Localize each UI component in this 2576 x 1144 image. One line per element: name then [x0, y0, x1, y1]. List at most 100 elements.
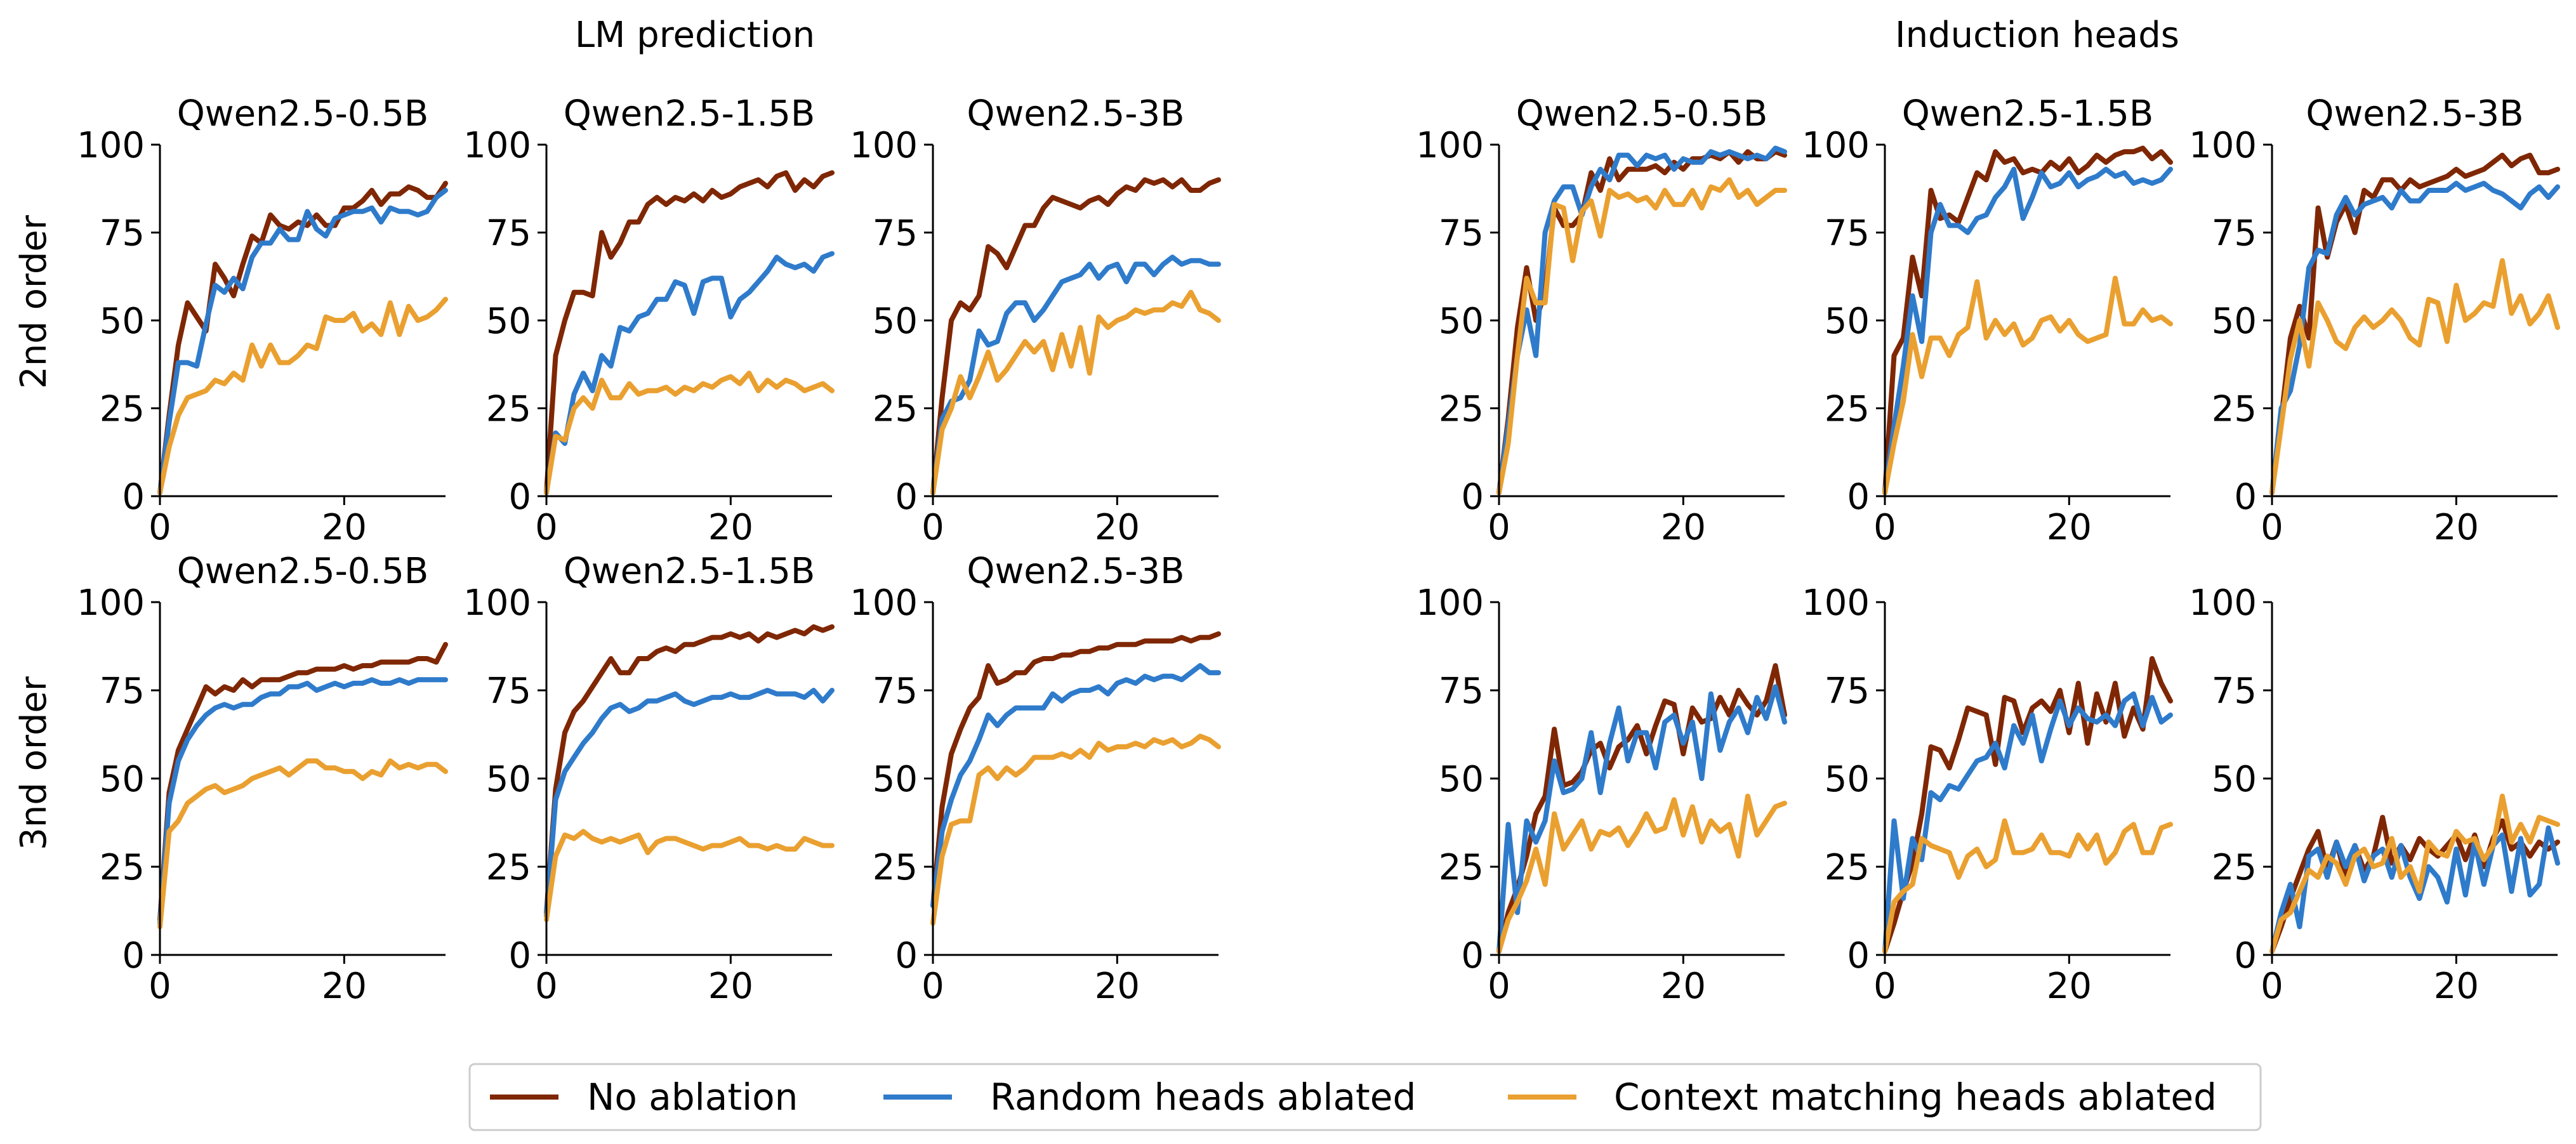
panel-title: Qwen2.5-3B	[967, 551, 1184, 592]
series-line-random-heads-ablated	[1496, 684, 1787, 954]
series-line-context-matching-heads-ablated	[544, 829, 835, 923]
panel-induction-heads-2nd-order-1: Qwen2.5-0.5B 0 25 50 75 100 0 20	[1416, 93, 1787, 548]
y-tick-label: 25	[873, 389, 918, 430]
series-line-no-ablation	[1882, 656, 2173, 954]
legend-label-random-heads-ablated: Random heads ablated	[990, 1075, 1416, 1119]
x-tick-label: 0	[1488, 966, 1510, 1007]
series-line-context-matching-heads-ablated	[2269, 793, 2560, 954]
panel-lm-prediction-2nd-order-3: Qwen2.5-3B 0 25 50 75 100 0 20	[850, 93, 1221, 548]
legend-label-no-ablation: No ablation	[587, 1075, 798, 1119]
x-tick-label: 0	[1488, 507, 1510, 548]
legend-label-context-matching-heads-ablated: Context matching heads ablated	[1614, 1075, 2217, 1119]
row-label-3nd-order: 3nd order	[13, 676, 55, 850]
x-tick-label: 0	[1873, 966, 1896, 1007]
x-tick-label: 0	[149, 507, 171, 548]
x-tick-label: 0	[921, 507, 944, 548]
y-tick-label: 100	[1416, 582, 1484, 624]
y-tick-label: 100	[77, 582, 145, 624]
y-tick-label: 25	[1439, 847, 1484, 888]
y-tick-label: 25	[1439, 389, 1484, 430]
y-tick-label: 25	[100, 389, 145, 430]
panel-induction-heads-2nd-order-3: Qwen2.5-3B 0 25 50 75 100 0 20	[2189, 93, 2560, 548]
panel-lm-prediction-2nd-order-1: Qwen2.5-0.5B 0 25 50 75 100 0 20	[77, 93, 448, 548]
y-tick-label: 50	[100, 759, 145, 800]
series-line-random-heads-ablated	[157, 677, 448, 926]
panel-lm-prediction-3nd-order-3: Qwen2.5-3B 0 25 50 75 100 0 20	[850, 551, 1221, 1007]
series-line-context-matching-heads-ablated	[544, 371, 835, 496]
y-tick-label: 0	[1847, 477, 1870, 518]
series-line-no-ablation	[157, 641, 448, 923]
series-line-random-heads-ablated	[544, 251, 835, 496]
y-tick-label: 100	[463, 125, 531, 166]
y-tick-label: 50	[2212, 759, 2257, 800]
x-tick-label: 0	[2261, 507, 2283, 548]
x-tick-label: 20	[1095, 966, 1140, 1007]
y-tick-label: 75	[1439, 213, 1484, 254]
row-label-2nd-order: 2nd order	[13, 214, 55, 389]
legend: No ablation Random heads ablated Context…	[468, 1063, 2262, 1131]
series-line-random-heads-ablated	[930, 663, 1221, 909]
x-tick-label: 20	[708, 507, 753, 548]
y-tick-label: 25	[100, 847, 145, 888]
y-tick-label: 100	[2189, 125, 2257, 166]
panel-title: Qwen2.5-1.5B	[564, 551, 816, 592]
series-line-random-heads-ablated	[544, 688, 835, 919]
panel-title: Qwen2.5-1.5B	[564, 93, 816, 135]
y-tick-label: 100	[2189, 582, 2257, 624]
y-tick-label: 0	[2234, 935, 2257, 976]
panel-induction-heads-2nd-order-2: Qwen2.5-1.5B 0 25 50 75 100 0 20	[1802, 93, 2173, 548]
x-tick-label: 20	[1661, 966, 1706, 1007]
series-line-no-ablation	[2269, 152, 2560, 496]
x-tick-label: 20	[708, 966, 753, 1007]
series-line-no-ablation	[544, 170, 835, 496]
series-line-random-heads-ablated	[1496, 145, 1787, 496]
panel-lm-prediction-3nd-order-1: Qwen2.5-0.5B 0 25 50 75 100 0 20	[77, 551, 448, 1007]
y-tick-label: 25	[1825, 389, 1870, 430]
y-tick-label: 100	[1802, 582, 1870, 624]
y-tick-label: 25	[486, 389, 531, 430]
series-line-no-ablation	[1496, 663, 1787, 954]
y-tick-label: 0	[1461, 477, 1484, 518]
series-line-context-matching-heads-ablated	[1496, 177, 1787, 496]
y-tick-label: 100	[850, 125, 918, 166]
y-tick-label: 25	[1825, 847, 1870, 888]
panel-title: Qwen2.5-0.5B	[177, 93, 429, 135]
y-tick-label: 100	[77, 125, 145, 166]
panel-title: Qwen2.5-1.5B	[1902, 93, 2154, 135]
y-tick-label: 0	[122, 935, 145, 976]
series-line-random-heads-ablated	[2269, 825, 2560, 954]
y-tick-label: 100	[1802, 125, 1870, 166]
y-tick-label: 50	[486, 301, 531, 342]
panel-title: Qwen2.5-3B	[2306, 93, 2523, 135]
x-tick-label: 20	[2047, 507, 2092, 548]
y-tick-label: 0	[508, 935, 531, 976]
series-line-random-heads-ablated	[930, 254, 1221, 496]
series-line-no-ablation	[544, 624, 835, 916]
group-title-lm-prediction: LM prediction	[575, 15, 815, 56]
y-tick-label: 75	[873, 671, 918, 712]
x-tick-label: 0	[921, 966, 944, 1007]
y-tick-label: 75	[2212, 671, 2257, 712]
series-line-context-matching-heads-ablated	[1882, 275, 2173, 496]
y-tick-label: 75	[1825, 671, 1870, 712]
x-tick-label: 0	[535, 507, 558, 548]
panel-lm-prediction-3nd-order-2: Qwen2.5-1.5B 0 25 50 75 100 0 20	[463, 551, 835, 1007]
x-tick-label: 20	[1661, 507, 1706, 548]
series-line-random-heads-ablated	[2269, 180, 2560, 496]
y-tick-label: 0	[1847, 935, 1870, 976]
series-line-context-matching-heads-ablated	[930, 289, 1221, 496]
x-tick-label: 0	[535, 966, 558, 1007]
series-line-no-ablation	[930, 177, 1221, 496]
y-tick-label: 0	[2234, 477, 2257, 518]
series-line-random-heads-ablated	[1882, 166, 2173, 496]
y-tick-label: 0	[895, 935, 918, 976]
series-line-context-matching-heads-ablated	[2269, 258, 2560, 496]
series-line-context-matching-heads-ablated	[157, 296, 448, 496]
panel-lm-prediction-2nd-order-2: Qwen2.5-1.5B 0 25 50 75 100 0 20	[463, 93, 835, 548]
y-tick-label: 75	[1439, 671, 1484, 712]
y-tick-label: 50	[1825, 759, 1870, 800]
y-tick-label: 75	[2212, 213, 2257, 254]
panel-title: Qwen2.5-0.5B	[1516, 93, 1768, 135]
